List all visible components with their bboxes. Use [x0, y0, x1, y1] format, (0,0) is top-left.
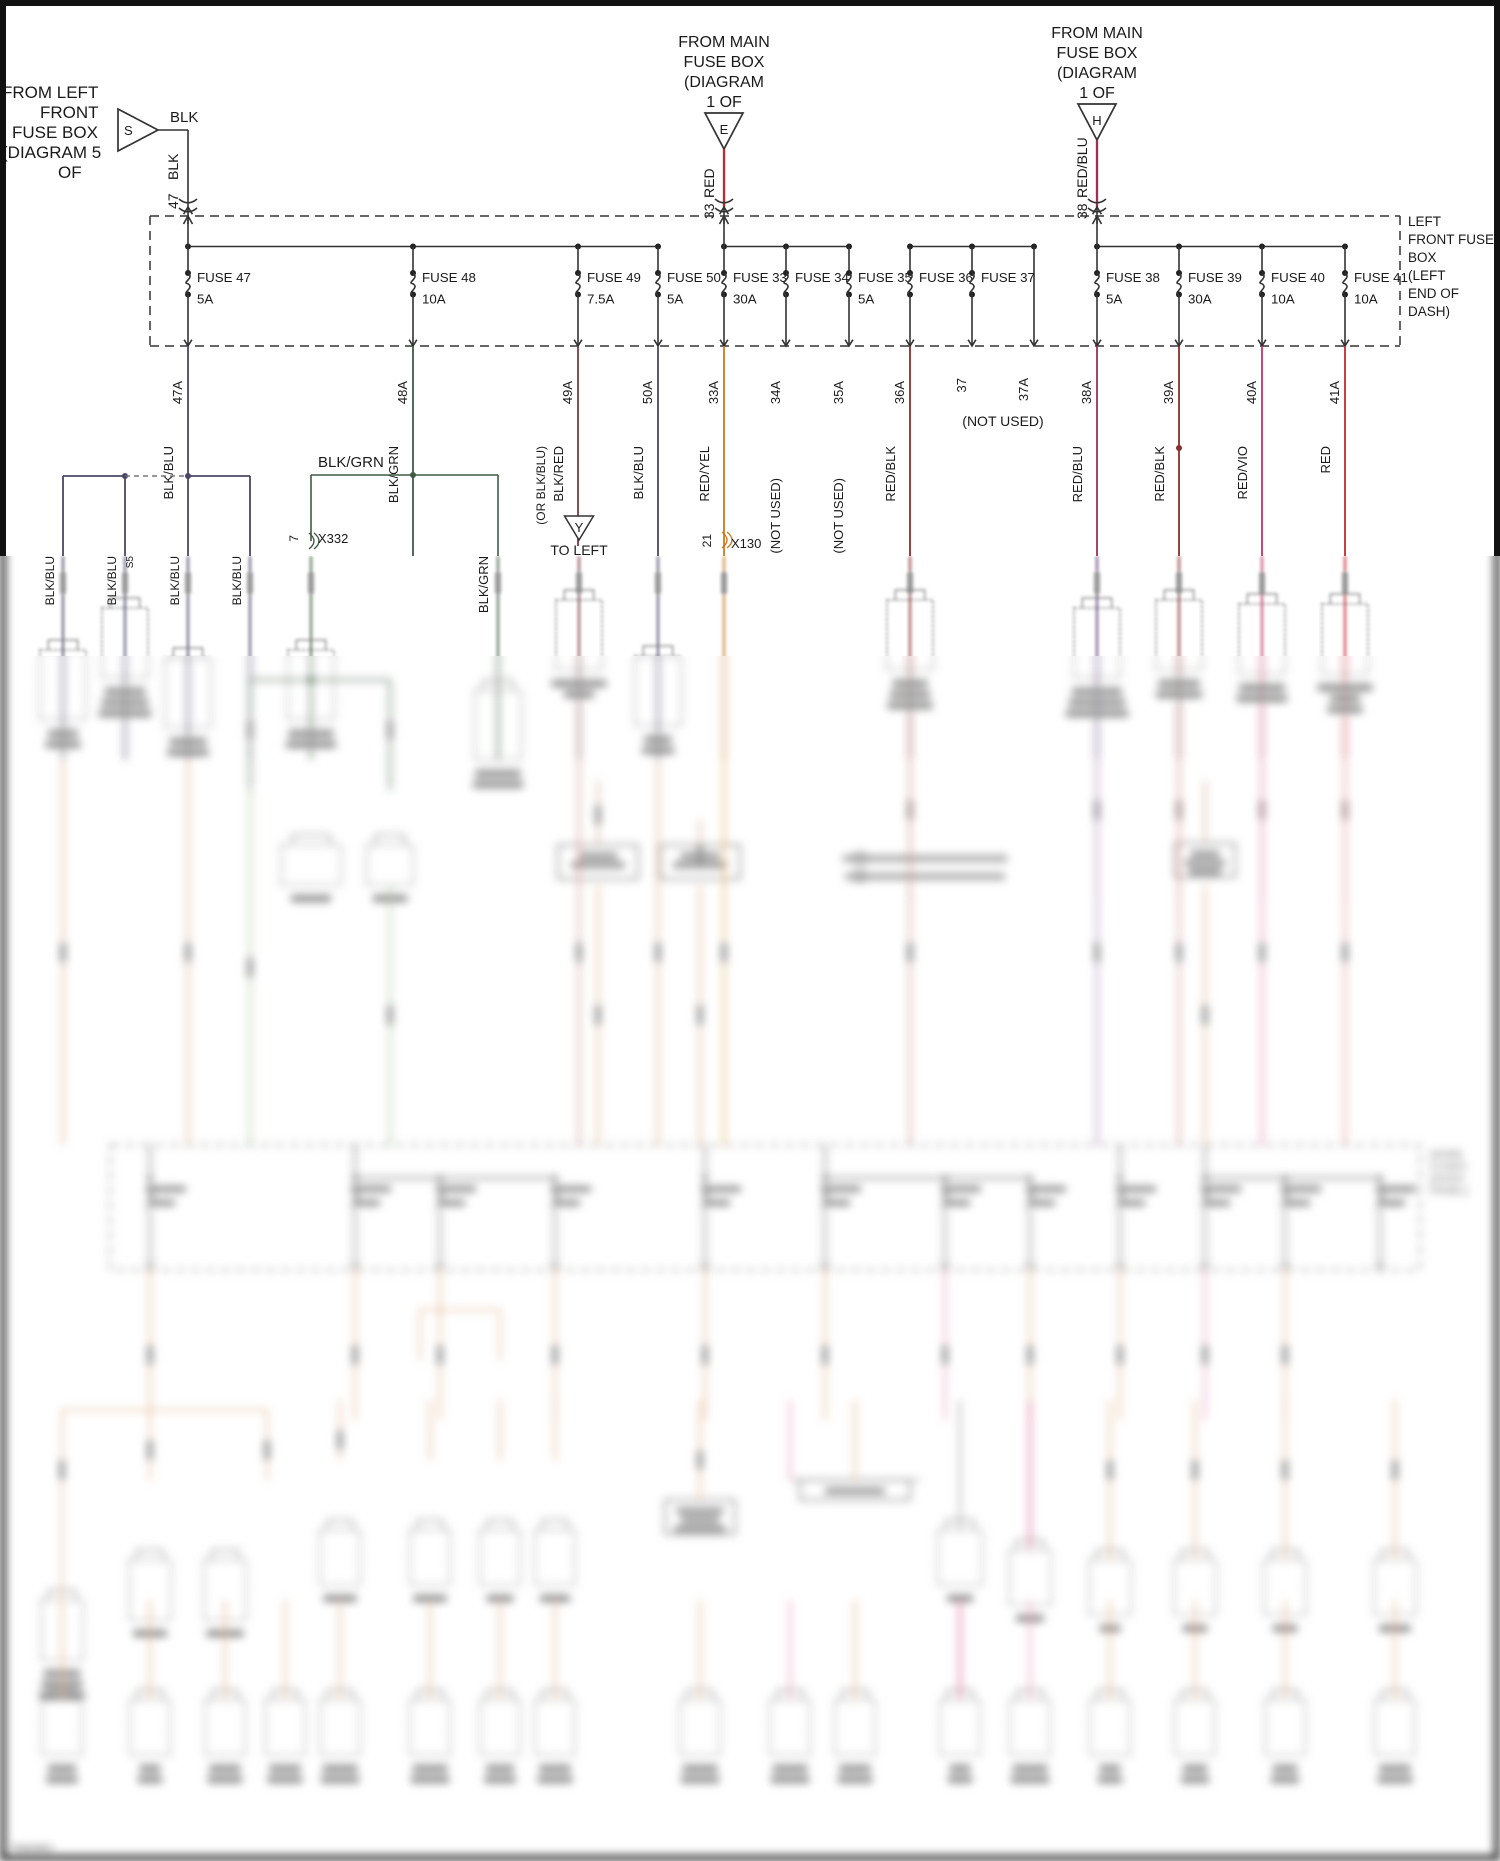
svg-text:H: H — [1092, 113, 1101, 128]
svg-text:BLK/BLU: BLK/BLU — [43, 556, 57, 605]
svg-text:RED/BLU: RED/BLU — [1074, 137, 1090, 198]
svg-text:FUSE 35: FUSE 35 — [858, 270, 912, 285]
svg-text:E: E — [720, 122, 729, 137]
svg-text:FUSES: FUSES — [1430, 1161, 1467, 1173]
svg-text:(DIAGRAM 5: (DIAGRAM 5 — [2, 143, 101, 162]
svg-text:(LEFT: (LEFT — [1408, 268, 1446, 283]
svg-text:FUSE BOX: FUSE BOX — [684, 54, 765, 71]
svg-text:RED: RED — [701, 168, 717, 198]
svg-text:FROM MAIN: FROM MAIN — [678, 34, 770, 51]
svg-text:FUSE 38: FUSE 38 — [1106, 270, 1160, 285]
svg-text:FRONT: FRONT — [40, 103, 99, 122]
svg-text:34A: 34A — [768, 381, 783, 404]
svg-text:FUSE 47: FUSE 47 — [197, 270, 251, 285]
svg-text:49A: 49A — [560, 381, 575, 404]
svg-text:38A: 38A — [1079, 381, 1094, 404]
svg-text:RED/BLU: RED/BLU — [1070, 446, 1085, 502]
svg-text:Copyright: Copyright — [12, 1844, 55, 1855]
svg-text:(DIAGRAM: (DIAGRAM — [1057, 65, 1137, 82]
svg-text:(DASH: (DASH — [1430, 1173, 1464, 1185]
svg-text:10A: 10A — [1354, 292, 1378, 307]
svg-text:1 OF: 1 OF — [1079, 85, 1115, 102]
svg-text:21: 21 — [700, 534, 714, 548]
svg-text:RED/BLK: RED/BLK — [1152, 446, 1167, 502]
svg-text:FRONT FUSE: FRONT FUSE — [1408, 232, 1494, 247]
svg-text:RED/VIO: RED/VIO — [1235, 446, 1250, 499]
svg-text:TO LEFT: TO LEFT — [550, 542, 608, 558]
svg-text:37A: 37A — [1016, 378, 1031, 401]
svg-text:FUSE 48: FUSE 48 — [422, 270, 476, 285]
svg-text:48A: 48A — [395, 381, 410, 404]
svg-text:FUSE BOX: FUSE BOX — [12, 123, 98, 142]
svg-text:MORE: MORE — [1430, 1149, 1463, 1161]
svg-text:PANEL): PANEL) — [1430, 1185, 1469, 1197]
svg-text:OF: OF — [58, 163, 82, 182]
svg-text:FUSE 50: FUSE 50 — [667, 270, 721, 285]
svg-text:Y: Y — [575, 520, 584, 535]
svg-text:FROM MAIN: FROM MAIN — [1051, 25, 1143, 42]
svg-text:FUSE 36: FUSE 36 — [919, 270, 973, 285]
svg-text:FUSE 34: FUSE 34 — [795, 270, 849, 285]
svg-text:10A: 10A — [422, 292, 446, 307]
svg-text:FUSE 41: FUSE 41 — [1354, 270, 1408, 285]
svg-text:36A: 36A — [892, 381, 907, 404]
svg-text:BLK/BLU: BLK/BLU — [631, 446, 646, 499]
svg-text:BLK: BLK — [165, 153, 181, 180]
svg-text:(NOT USED): (NOT USED) — [831, 478, 846, 554]
svg-text:END OF: END OF — [1408, 286, 1459, 301]
svg-text:S5: S5 — [125, 556, 136, 569]
svg-text:30A: 30A — [1188, 292, 1212, 307]
svg-text:50A: 50A — [640, 381, 655, 404]
svg-text:5A: 5A — [667, 292, 683, 307]
svg-text:5A: 5A — [197, 292, 213, 307]
svg-text:BLK/BLU: BLK/BLU — [230, 556, 244, 605]
svg-text:47: 47 — [165, 193, 181, 209]
svg-text:30A: 30A — [733, 292, 757, 307]
svg-text:X130: X130 — [731, 536, 761, 551]
svg-text:BLK/GRN: BLK/GRN — [476, 556, 491, 613]
svg-text:BLK/BLU: BLK/BLU — [168, 556, 182, 605]
svg-text:FUSE 37: FUSE 37 — [981, 270, 1035, 285]
svg-text:RED/YEL: RED/YEL — [697, 446, 712, 502]
svg-text:DASH): DASH) — [1408, 304, 1450, 319]
svg-text:(OR BLK/BLU): (OR BLK/BLU) — [534, 446, 548, 525]
svg-text:41A: 41A — [1327, 381, 1342, 404]
svg-text:37: 37 — [954, 378, 969, 392]
svg-text:BLK/BLU: BLK/BLU — [161, 446, 176, 499]
svg-text:LEFT: LEFT — [1408, 214, 1441, 229]
svg-text:FUSE 33: FUSE 33 — [733, 270, 787, 285]
svg-text:BLK/GRN: BLK/GRN — [318, 454, 384, 471]
svg-text:FROM LEFT: FROM LEFT — [2, 83, 98, 102]
svg-text:RED/BLK: RED/BLK — [883, 446, 898, 502]
svg-text:(NOT USED): (NOT USED) — [962, 413, 1043, 429]
svg-text:FUSE 49: FUSE 49 — [587, 270, 641, 285]
svg-text:BLK/RED: BLK/RED — [551, 446, 566, 502]
svg-text:BOX: BOX — [1408, 250, 1437, 265]
svg-text:5A: 5A — [1106, 292, 1122, 307]
svg-text:47A: 47A — [170, 381, 185, 404]
svg-text:40A: 40A — [1244, 381, 1259, 404]
svg-text:(DIAGRAM: (DIAGRAM — [684, 74, 764, 91]
svg-text:FUSE BOX: FUSE BOX — [1057, 45, 1138, 62]
svg-text:BLK: BLK — [170, 109, 198, 126]
svg-text:35A: 35A — [831, 381, 846, 404]
svg-text:FUSE 39: FUSE 39 — [1188, 270, 1242, 285]
svg-text:10A: 10A — [1271, 292, 1295, 307]
svg-text:33A: 33A — [706, 381, 721, 404]
svg-text:FUSE 40: FUSE 40 — [1271, 270, 1325, 285]
svg-text:7.5A: 7.5A — [587, 292, 614, 307]
svg-text:1 OF: 1 OF — [706, 94, 742, 111]
svg-text:RED: RED — [1318, 446, 1333, 473]
svg-text:7: 7 — [287, 535, 301, 542]
svg-text:S: S — [124, 123, 133, 138]
svg-text:(NOT USED): (NOT USED) — [768, 478, 783, 554]
svg-text:5A: 5A — [858, 292, 874, 307]
svg-text:39A: 39A — [1161, 381, 1176, 404]
svg-text:X332: X332 — [318, 531, 348, 546]
